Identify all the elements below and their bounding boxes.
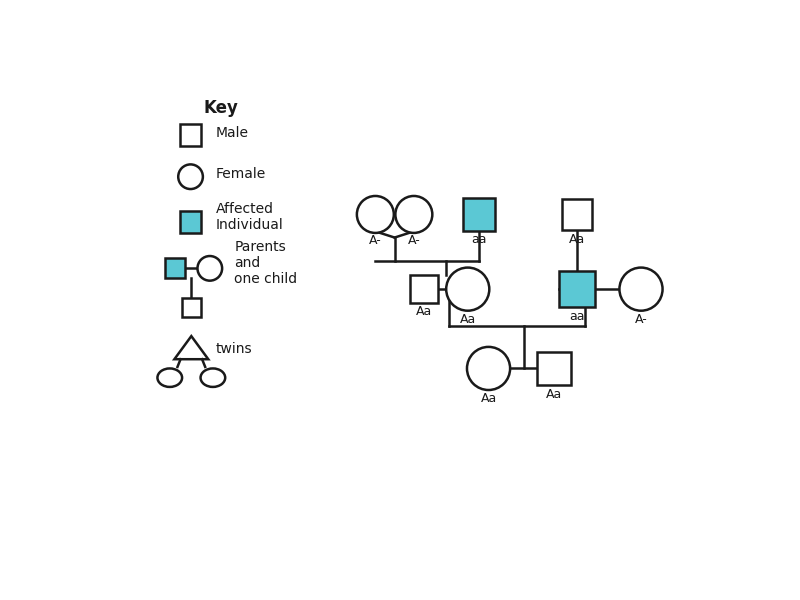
Text: Key: Key [204,99,238,117]
Text: A-: A- [407,235,420,247]
Text: Aa: Aa [546,388,562,401]
Circle shape [467,347,510,390]
Text: Parents
and
one child: Parents and one child [234,240,298,286]
Bar [182,298,201,317]
Text: Aa: Aa [481,392,497,404]
Circle shape [357,196,394,233]
Circle shape [198,256,222,281]
Bar [463,198,495,230]
Bar [180,124,202,146]
Text: Affected
Individual: Affected Individual [216,202,284,232]
Text: Aa: Aa [416,305,432,319]
Text: Male: Male [216,126,249,140]
Text: A-: A- [369,235,382,247]
Text: aa: aa [570,310,585,323]
Bar [562,199,593,230]
Circle shape [178,164,203,189]
Bar [537,352,571,385]
Circle shape [395,196,432,233]
Text: Female: Female [216,167,266,181]
Circle shape [619,268,662,311]
Bar [165,259,185,278]
Circle shape [446,268,490,311]
Bar [410,275,438,303]
Ellipse shape [158,368,182,387]
Text: twins: twins [216,342,253,356]
Bar [559,271,594,307]
Ellipse shape [201,368,226,387]
Text: aa: aa [471,233,487,246]
Text: A-: A- [634,313,647,326]
Text: Aa: Aa [569,233,586,246]
Text: Aa: Aa [460,313,476,326]
Bar [180,211,202,233]
